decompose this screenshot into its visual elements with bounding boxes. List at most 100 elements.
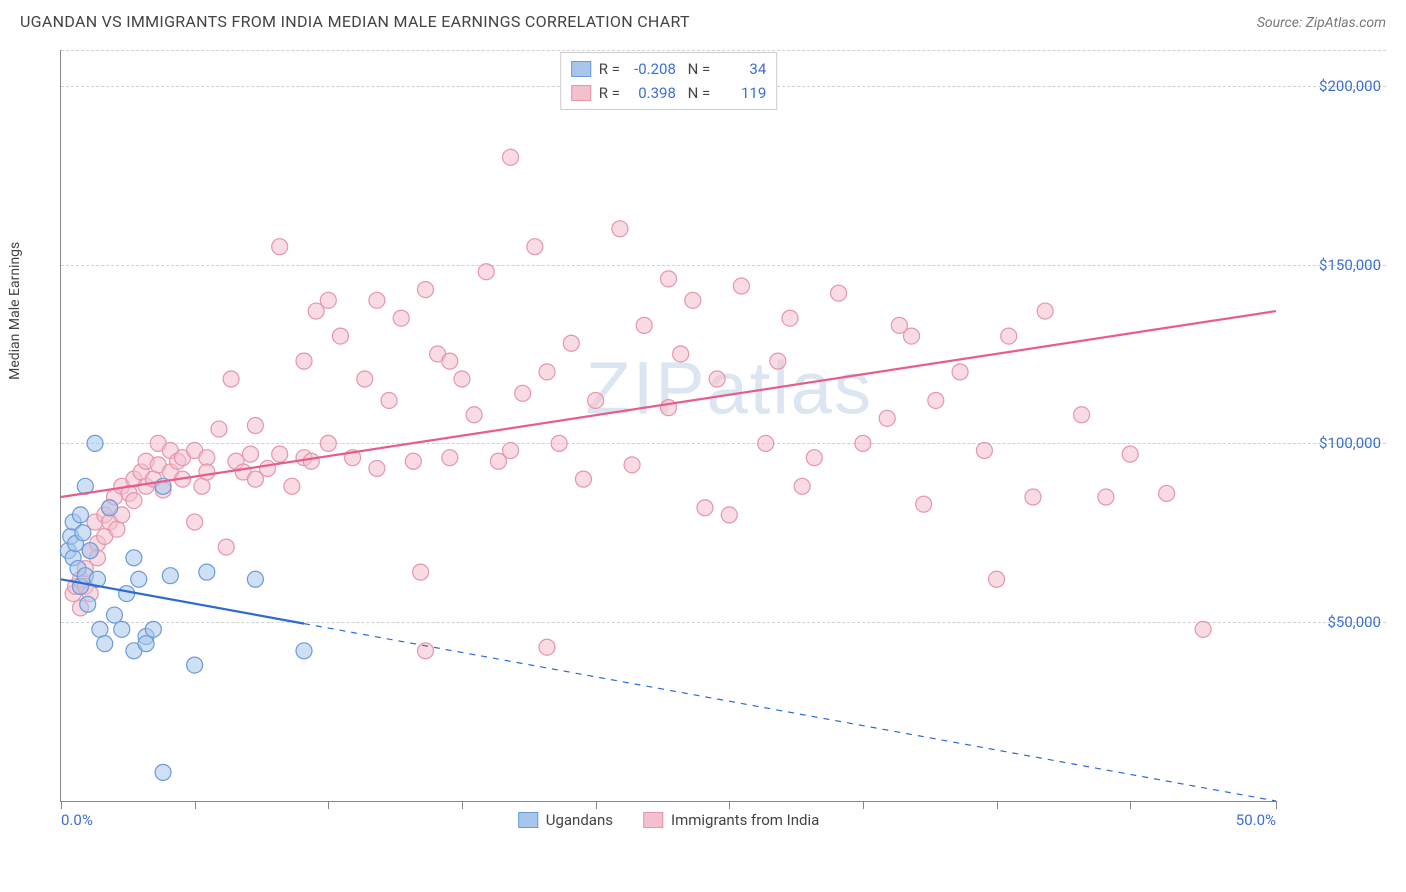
scatter-point [1159,485,1175,501]
scatter-point [904,328,920,344]
y-tick-label: $100,000 [1319,434,1381,452]
scatter-point [97,636,113,652]
y-axis-label: Median Male Earnings [7,242,23,380]
scatter-point [831,285,847,301]
scatter-point [454,371,470,387]
scatter-point [187,657,203,673]
legend-item-ugandans: Ugandans [518,811,613,829]
scatter-point [1037,303,1053,319]
scatter-point [211,421,227,437]
correlation-row-ugandans: R = -0.208 N = 34 [571,57,767,81]
scatter-point [1122,446,1138,462]
legend-item-india: Immigrants from India [643,811,819,829]
scatter-point [155,764,171,780]
correlation-legend: R = -0.208 N = 34 R = 0.398 N = 119 [560,52,778,110]
scatter-point [296,643,312,659]
scatter-point [92,621,108,637]
scatter-point [332,328,348,344]
swatch-ugandans-bottom [518,812,538,828]
scatter-point [131,571,147,587]
scatter-point [916,496,932,512]
scatter-point [1074,407,1090,423]
scatter-point [928,392,944,408]
chart-source: Source: ZipAtlas.com [1257,15,1386,31]
y-tick-label: $50,000 [1327,613,1381,631]
scatter-point [381,392,397,408]
scatter-point [194,478,210,494]
scatter-point [794,478,810,494]
scatter-point [247,418,263,434]
scatter-point [126,493,142,509]
series-legend: Ugandans Immigrants from India [518,811,820,829]
scatter-point [478,264,494,280]
scatter-point [1195,621,1211,637]
scatter-point [442,450,458,466]
scatter-point [733,278,749,294]
scatter-point [1098,489,1114,505]
chart-header: UGANDAN VS IMMIGRANTS FROM INDIA MEDIAN … [0,0,1406,39]
scatter-point [199,464,215,480]
r-value-india: 0.398 [628,81,676,105]
scatter-point [260,460,276,476]
scatter-point [109,521,125,537]
scatter-point [126,550,142,566]
scatter-point [413,564,429,580]
legend-label-ugandans: Ugandans [546,811,613,829]
trend-line [61,579,304,623]
trend-line-dashed [304,624,1276,801]
scatter-point [369,460,385,476]
scatter-point [243,446,259,462]
scatter-point [162,568,178,584]
plot-area: ZIPatlas R = -0.208 N = 34 R = 0.398 N =… [60,50,1276,802]
scatter-point [87,435,103,451]
scatter-point [296,353,312,369]
scatter-point [223,371,239,387]
scatter-point [709,371,725,387]
scatter-point [145,621,161,637]
scatter-point [685,292,701,308]
scatter-point [952,364,968,380]
n-value-india: 119 [718,81,766,105]
scatter-point [82,543,98,559]
swatch-ugandans [571,61,591,77]
scatter-point [320,292,336,308]
scatter-point [855,435,871,451]
scatter-point [503,443,519,459]
scatter-point [539,639,555,655]
scatter-point [187,514,203,530]
scatter-point [199,450,215,466]
scatter-point [247,571,263,587]
scatter-point [697,500,713,516]
swatch-india-bottom [643,812,663,828]
scatter-point [721,507,737,523]
scatter-point [515,385,531,401]
scatter-point [563,335,579,351]
scatter-point [303,453,319,469]
y-tick-label: $200,000 [1319,77,1381,95]
scatter-point [989,571,1005,587]
scatter-point [976,443,992,459]
scatter-point [405,453,421,469]
scatter-point [575,471,591,487]
y-tick-label: $150,000 [1319,256,1381,274]
scatter-point [806,450,822,466]
x-tick-label: 50.0% [1236,811,1276,829]
trend-line [61,311,1276,497]
scatter-point [539,364,555,380]
scatter-point [138,636,154,652]
scatter-point [588,392,604,408]
scatter-point [80,596,96,612]
scatter-point [284,478,300,494]
scatter-point [1025,489,1041,505]
scatter-point [442,353,458,369]
scatter-point [758,435,774,451]
scatter-point [551,435,567,451]
legend-label-india: Immigrants from India [671,811,819,829]
x-tick-label: 0.0% [61,811,93,829]
scatter-point [119,586,135,602]
swatch-india [571,85,591,101]
scatter-point [770,353,786,369]
scatter-point [218,539,234,555]
scatter-point [673,346,689,362]
scatter-point [782,310,798,326]
